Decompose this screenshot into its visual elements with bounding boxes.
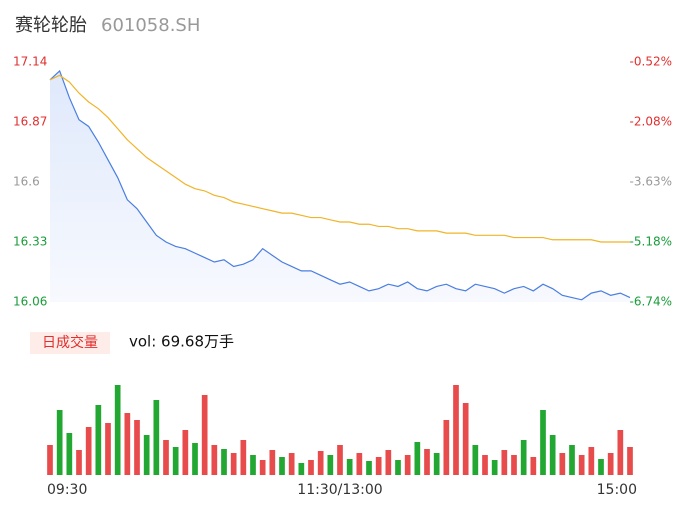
volume-bar: [124, 413, 131, 475]
volume-bar: [211, 445, 218, 475]
volume-bar: [153, 400, 160, 475]
volume-bar: [269, 450, 276, 475]
price-area: [50, 70, 630, 302]
volume-bar: [627, 447, 633, 475]
legend-box: [30, 332, 110, 354]
volume-bar: [163, 440, 169, 475]
line-series: [49, 74, 630, 243]
volume-bar: [182, 430, 189, 475]
volume-bar: [414, 442, 421, 475]
volume-bar: [250, 455, 256, 475]
volume-bar: [588, 447, 595, 475]
volume-bar: [346, 459, 353, 475]
volume-bar: [95, 405, 102, 475]
volume-bar: [230, 453, 237, 475]
volume-bar: [221, 449, 227, 475]
y2-tick-label: -6.74%: [630, 295, 672, 309]
volume-bar: [424, 449, 430, 475]
volume-bar: [279, 457, 285, 475]
volume-bar: [240, 440, 247, 475]
volume-bar: [317, 451, 324, 475]
volume-bar: [511, 455, 517, 475]
volume-bar: [385, 450, 392, 475]
volume-bar: [85, 427, 92, 475]
volume-bar: [617, 430, 624, 475]
volume-bar: [607, 453, 614, 475]
y-tick-label: 16.6: [13, 175, 40, 189]
volume-bar: [491, 460, 498, 475]
volume-bar: [288, 453, 295, 475]
volume-bar: [356, 453, 363, 475]
volume-bar: [375, 457, 382, 475]
x-tick-label: 15:00: [597, 482, 637, 498]
y-tick-label: 17.14: [13, 55, 47, 69]
y2-tick-label: -3.63%: [630, 175, 672, 189]
volume-bar: [66, 433, 73, 475]
line-series: [49, 69, 631, 301]
volume-bar: [404, 455, 411, 475]
volume-bar: [143, 435, 150, 475]
volume-bar: [105, 423, 111, 475]
y-tick-label: 16.06: [13, 295, 47, 309]
x-tick-label: 11:30/13:00: [297, 482, 382, 498]
volume-bar: [472, 445, 479, 475]
volume-bar: [501, 450, 508, 475]
volume-bar: [520, 440, 527, 475]
chart-title: 赛轮轮胎: [15, 15, 87, 36]
volume-bar: [172, 447, 179, 475]
volume-bar: [366, 461, 372, 475]
volume-bar: [327, 455, 334, 475]
volume-bar: [443, 420, 450, 475]
y-tick-label: 16.33: [13, 235, 47, 249]
volume-bar: [308, 460, 314, 475]
volume-bar: [433, 453, 440, 475]
volume-bar: [540, 410, 546, 475]
volume-bar: [134, 420, 140, 475]
volume-bar: [462, 403, 469, 475]
volume-bar: [259, 460, 266, 475]
chart-subtitle: 601058.SH: [101, 15, 200, 36]
volume-bar: [559, 453, 566, 475]
volume-bar: [298, 463, 305, 475]
volume-bar: [395, 460, 401, 475]
volume-bar: [47, 445, 53, 475]
volume-bar: [76, 450, 82, 475]
volume-legend: 日成交量: [42, 334, 98, 351]
volume-bar: [56, 410, 63, 475]
volume-bar: [482, 455, 488, 475]
volume-label: vol: 69.68万手: [129, 333, 234, 351]
y2-tick-label: -2.08%: [630, 115, 672, 129]
volume-bar: [453, 385, 459, 475]
volume-bar: [578, 455, 585, 475]
y-tick-label: 16.87: [13, 115, 47, 129]
volume-bar: [192, 443, 198, 475]
volume-bar: [337, 445, 343, 475]
volume-bar: [549, 435, 556, 475]
volume-bar: [530, 457, 537, 475]
volume-bar: [201, 395, 208, 475]
volume-bar: [598, 459, 604, 475]
x-tick-label: 09:30: [47, 482, 87, 498]
y2-tick-label: -5.18%: [630, 234, 672, 248]
volume-bar: [569, 445, 575, 475]
volume-bar: [114, 385, 121, 475]
y2-tick-label: -0.52%: [630, 55, 672, 69]
